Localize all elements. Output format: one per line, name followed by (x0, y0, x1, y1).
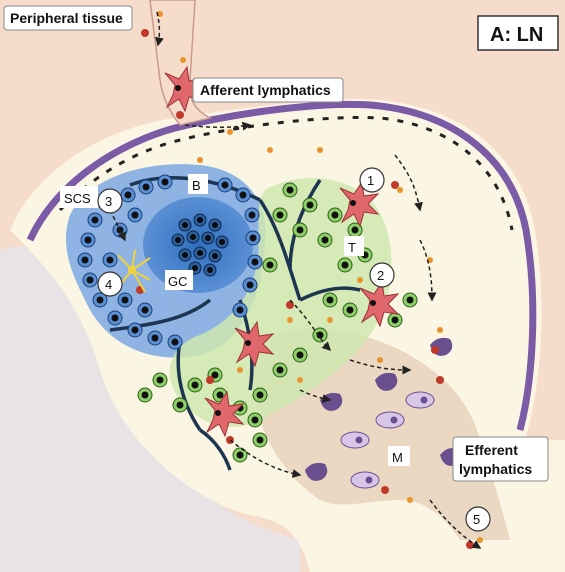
svg-text:3: 3 (105, 194, 112, 209)
svg-text:lymphatics: lymphatics (459, 461, 532, 477)
svg-text:M: M (392, 450, 403, 465)
label-gc: GC (165, 270, 193, 290)
step-marker-2: 2 (369, 262, 395, 288)
label-t-zone: T (344, 236, 364, 256)
step-marker-1: 1 (359, 167, 385, 193)
svg-text:GC: GC (168, 274, 188, 289)
svg-text:Peripheral tissue: Peripheral tissue (10, 10, 123, 26)
svg-text:B: B (192, 178, 201, 193)
plasma-cells (340, 391, 435, 489)
step-marker-4: 4 (97, 271, 123, 297)
flow-arrows (109, 11, 482, 549)
label-efferent-lymphatics: Efferent lymphatics (452, 436, 549, 482)
dendritic-cells (164, 65, 400, 438)
label-scs: SCS (60, 186, 98, 208)
svg-text:Afferent lymphatics: Afferent lymphatics (200, 82, 331, 98)
antigens (136, 11, 483, 549)
label-panel: A: LN (477, 15, 559, 51)
germinal-center (143, 197, 253, 293)
svg-text:1: 1 (367, 173, 374, 188)
label-afferent-lymphatics: Afferent lymphatics (192, 77, 344, 103)
adjacent-tissue (0, 246, 300, 572)
svg-text:Efferent: Efferent (465, 442, 518, 458)
svg-text:A: LN: A: LN (490, 24, 543, 46)
svg-text:T: T (348, 240, 356, 255)
step-marker-3: 3 (97, 188, 123, 214)
label-peripheral-tissue: Peripheral tissue (3, 5, 133, 31)
svg-text:4: 4 (105, 277, 112, 292)
svg-text:SCS: SCS (64, 191, 91, 206)
label-medulla: M (388, 446, 410, 466)
germinal-center-cells (171, 213, 229, 277)
svg-text:5: 5 (473, 512, 480, 527)
step-marker-5: 5 (465, 506, 491, 532)
capsule (26, 100, 537, 431)
svg-text:2: 2 (377, 268, 384, 283)
label-b-zone: B (188, 174, 208, 194)
t-zone (169, 178, 392, 428)
